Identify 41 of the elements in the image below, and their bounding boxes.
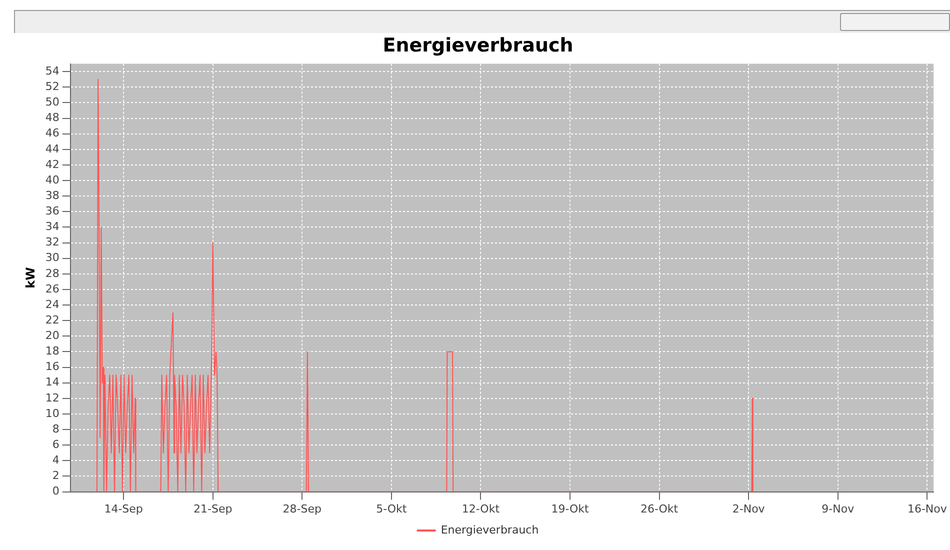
- x-tick-label: 19-Okt: [551, 502, 590, 516]
- y-tick-label: 46: [45, 126, 60, 140]
- y-axis-title: kW: [23, 267, 38, 288]
- y-tick-label: 8: [52, 422, 60, 436]
- y-tick-label: 36: [45, 204, 60, 218]
- y-tick-label: 4: [52, 454, 60, 467]
- x-tick-label: 5-Okt: [376, 502, 408, 516]
- y-tick-label: 30: [45, 251, 60, 264]
- y-tick-label: 32: [45, 236, 60, 249]
- x-tick-label: 16-Nov: [907, 502, 948, 516]
- y-tick-label: 42: [45, 158, 60, 171]
- x-tick-label: 21-Sep: [193, 502, 232, 516]
- legend-label: Energieverbrauch: [440, 523, 539, 536]
- y-tick-label: 34: [45, 220, 60, 234]
- x-tick-label: 2-Nov: [732, 502, 766, 516]
- y-tick-label: 0: [52, 484, 60, 498]
- y-tick-label: 20: [45, 329, 60, 342]
- y-tick-label: 52: [45, 80, 60, 94]
- y-tick-label: 14: [45, 376, 60, 389]
- y-tick-label: 28: [45, 266, 60, 280]
- y-tick-label: 26: [45, 282, 60, 296]
- chart-title: Energieverbrauch: [382, 34, 574, 56]
- y-tick-label: 2: [52, 469, 60, 482]
- y-tick-label: 54: [45, 64, 60, 78]
- y-tick-label: 6: [52, 438, 60, 451]
- y-tick-label: 16: [45, 360, 60, 374]
- y-tick-label: 44: [45, 142, 60, 156]
- y-tick-label: 40: [45, 173, 60, 186]
- x-tick-label: 28-Sep: [282, 502, 322, 516]
- x-tick-label: 9-Nov: [822, 502, 855, 516]
- y-tick-label: 38: [45, 188, 60, 202]
- y-tick-label: 22: [45, 313, 60, 326]
- y-tick-label: 50: [45, 96, 60, 109]
- x-tick-label: 12-Okt: [462, 502, 500, 516]
- x-tick-label: 26-Okt: [640, 502, 679, 516]
- y-tick-label: 18: [45, 344, 60, 358]
- y-tick-label: 12: [45, 391, 60, 404]
- y-tick-label: 24: [45, 298, 60, 311]
- x-tick-label: 14-Sep: [104, 502, 143, 516]
- y-tick-label: 48: [45, 111, 60, 124]
- y-tick-label: 10: [45, 406, 60, 420]
